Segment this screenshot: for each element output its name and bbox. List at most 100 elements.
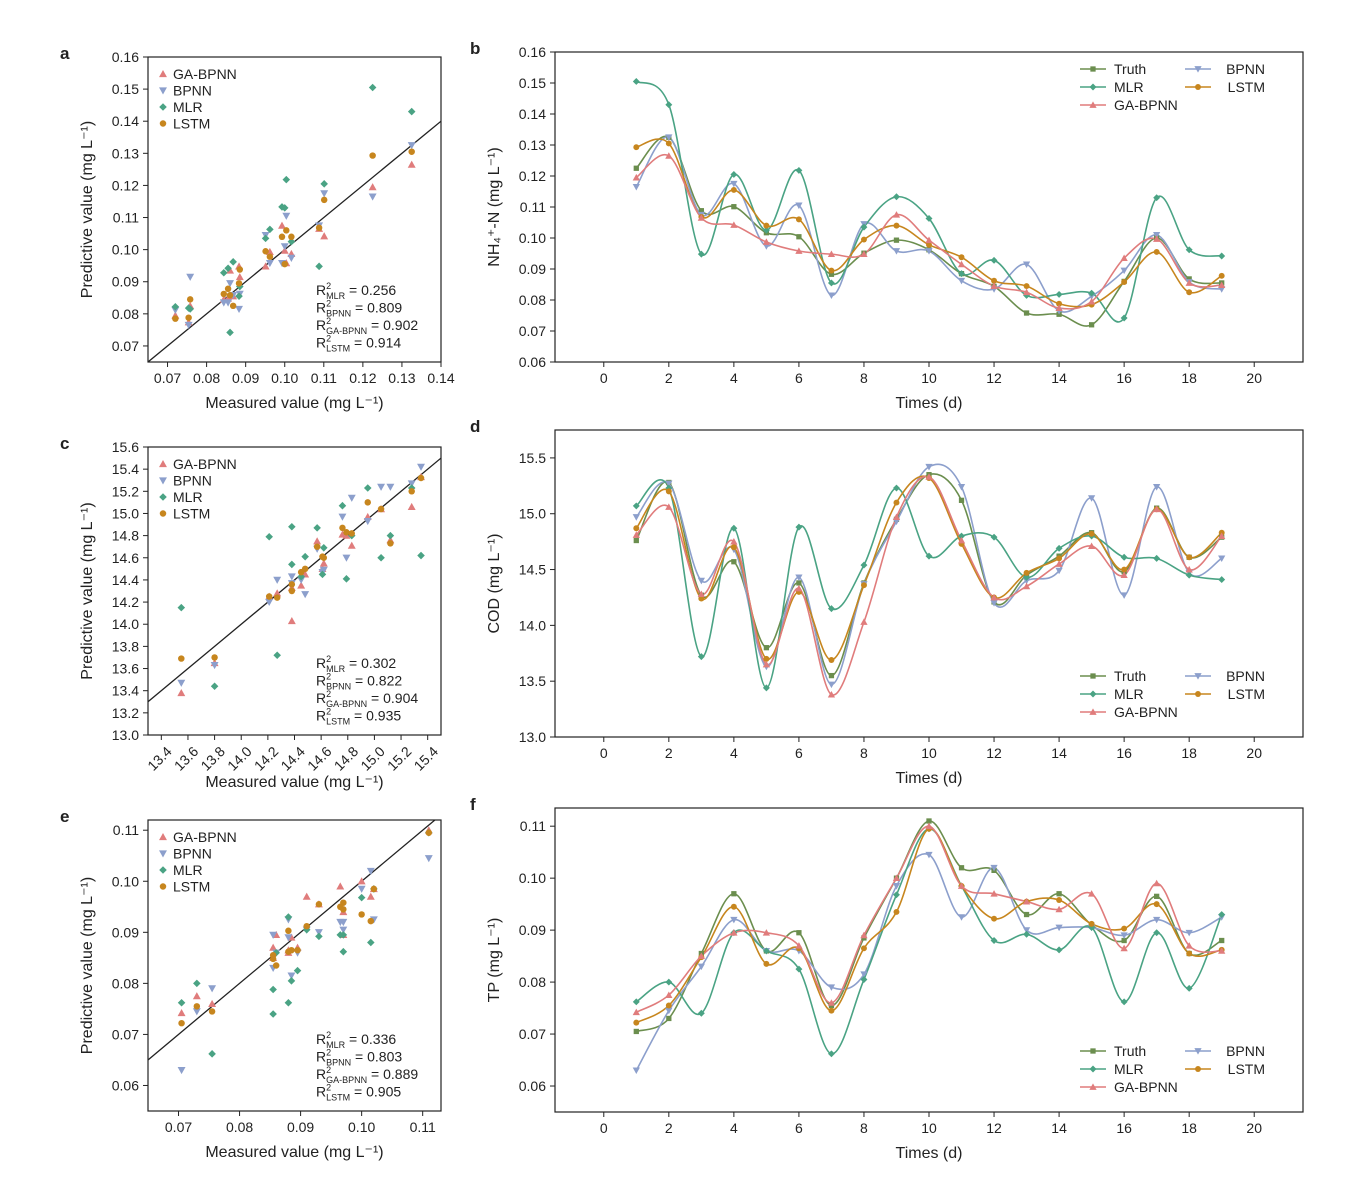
point-mlr	[958, 532, 965, 540]
legend-marker	[1090, 66, 1096, 72]
point-lstm	[285, 927, 292, 935]
point-lstm	[315, 224, 323, 232]
legend-marker	[1195, 84, 1201, 90]
panel-b: 0 2 4 6 8 10 12 14 16 18 20 0.06 0.07 0.08 0.09 0.10 0.1…	[470, 39, 1304, 412]
point-lstm	[369, 152, 376, 159]
y-tick-label: 0.13	[519, 137, 546, 153]
point-lstm	[1056, 300, 1063, 307]
point-mlr	[990, 256, 998, 264]
legend-marker	[159, 510, 167, 517]
point-lstm	[266, 253, 274, 260]
point-lstm	[313, 543, 321, 550]
point-ga-bpnn	[925, 473, 933, 480]
point-lstm	[991, 277, 998, 284]
y-tick-label: 14.0	[112, 616, 139, 632]
point-mlr	[265, 532, 273, 541]
point-bpnn	[1153, 231, 1161, 239]
legend-marker	[1089, 708, 1097, 715]
x-axis-title: Times (d)	[896, 1145, 963, 1162]
point-ga-bpnn	[730, 929, 738, 936]
point-mlr	[407, 107, 416, 116]
point-bpnn	[990, 864, 998, 872]
line-lstm	[635, 475, 1223, 661]
panel-f: 0 2 4 6 8 10 12 14 16 18 20 0.06 0.07 0.08 0.09 0.10 0.1…	[470, 795, 1304, 1162]
point-mlr	[697, 1009, 705, 1017]
legend-label: MLR	[1114, 1061, 1144, 1077]
point-lstm	[285, 948, 292, 955]
x-tick-label: 0	[600, 370, 608, 386]
y-tick-label: 0.09	[112, 274, 139, 290]
point-lstm	[730, 903, 737, 910]
point-mlr	[208, 1050, 216, 1058]
point-truth	[828, 271, 835, 277]
y-axis-title: Predictive value (mg L⁻¹)	[79, 502, 96, 679]
point-lstm	[301, 565, 309, 573]
point-truth	[796, 234, 802, 240]
point-mlr	[1055, 290, 1063, 298]
point-mlr	[288, 522, 296, 531]
y-tick-label: 15.2	[112, 483, 139, 499]
x-tick-label: 18	[1181, 745, 1197, 761]
point-mlr	[730, 170, 738, 178]
y-tick-label: 0.13	[112, 145, 139, 161]
y-tick-label: 0.06	[112, 1077, 139, 1093]
point-bpnn	[892, 883, 901, 890]
x-tick-label: 4	[730, 1120, 738, 1136]
legend-marker	[159, 850, 167, 858]
point-lstm	[193, 1003, 201, 1010]
point-bpnn	[795, 574, 803, 581]
point-lstm	[208, 1008, 216, 1015]
point-lstm	[235, 280, 243, 287]
point-bpnn	[339, 926, 348, 934]
point-lstm	[172, 315, 179, 322]
legend-label: LSTM	[1228, 686, 1265, 702]
point-ga-bpnn	[287, 616, 296, 625]
point-ga-bpnn	[795, 247, 803, 254]
y-tick-label: 0.07	[519, 1026, 546, 1042]
x-tick-label: 6	[795, 1120, 803, 1136]
x-tick-label: 13.8	[197, 743, 228, 774]
legend-marker	[159, 833, 167, 841]
point-lstm	[860, 582, 867, 589]
point-ga-bpnn	[1185, 279, 1193, 286]
point-bpnn	[208, 985, 217, 993]
legend-label: LSTM	[1228, 1061, 1265, 1077]
point-mlr	[632, 77, 640, 85]
line-mlr	[635, 80, 1222, 323]
point-lstm	[1023, 283, 1030, 290]
point-bpnn	[990, 600, 998, 607]
y-tick-label: 15.5	[519, 450, 546, 466]
point-bpnn	[368, 193, 377, 201]
point-mlr	[827, 1050, 835, 1058]
series-lines	[632, 463, 1226, 698]
point-lstm	[236, 266, 244, 273]
r2-annotation: R2 MLR = 0.336	[316, 1030, 396, 1050]
point-bpnn	[282, 212, 291, 220]
point-bpnn	[892, 518, 901, 526]
legend-marker	[1194, 673, 1202, 680]
point-truth	[1056, 891, 1062, 897]
point-lstm	[665, 140, 672, 147]
point-lstm	[269, 952, 277, 959]
x-axis-title: Times (d)	[896, 770, 963, 787]
point-bpnn	[377, 483, 386, 491]
x-tick-label: 8	[860, 745, 868, 761]
point-mlr	[1120, 998, 1128, 1006]
point-mlr	[697, 250, 705, 258]
x-tick-label: 2	[665, 745, 673, 761]
point-ga-bpnn	[990, 593, 998, 601]
legend-label: MLR	[173, 489, 203, 505]
point-lstm	[358, 911, 365, 918]
legend-label: LSTM	[173, 116, 210, 132]
point-lstm	[991, 915, 998, 922]
point-mlr	[762, 684, 770, 692]
x-tick-label: 12	[986, 370, 1002, 386]
point-mlr	[184, 304, 193, 312]
line-ga-bpnn	[635, 475, 1223, 696]
legend-marker	[1090, 1048, 1096, 1054]
point-lstm	[1218, 272, 1225, 279]
r2-annotation: R2 LSTM = 0.905	[316, 1083, 401, 1103]
point-mlr	[339, 947, 348, 956]
point-mlr	[1185, 246, 1193, 254]
point-mlr	[827, 279, 835, 287]
